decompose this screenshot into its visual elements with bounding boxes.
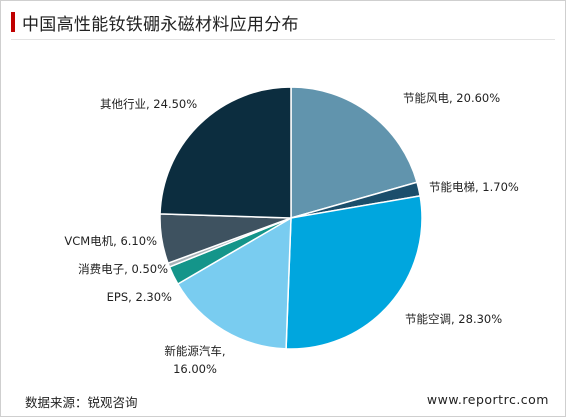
slice-label-3: 节能空调, 28.30% bbox=[405, 312, 502, 326]
pie-slice-4 bbox=[177, 217, 292, 350]
title-accent-bar bbox=[11, 12, 15, 32]
website-watermark: www.reportrc.com bbox=[426, 392, 549, 407]
slice-label-5: EPS, 2.30% bbox=[107, 290, 172, 304]
pie-labels: 节能风电, 20.60% 节能电梯, 1.70% 节能空调, 28.30% 新能源汽车… bbox=[64, 91, 519, 376]
pie-slice-3 bbox=[285, 195, 423, 350]
slice-label-8: 其他行业, 24.50% bbox=[100, 97, 197, 111]
pie-slices bbox=[159, 86, 423, 350]
source-note: 数据来源：锐观咨询 bbox=[25, 395, 138, 410]
slice-label-6: 消费电子, 0.50% bbox=[78, 262, 168, 276]
title-block: 中国高性能钕铁硼永磁材料应用分布 bbox=[11, 9, 299, 35]
pie-slice-1 bbox=[290, 86, 418, 219]
slice-label-2: 节能电梯, 1.70% bbox=[429, 180, 519, 194]
slice-label-4: 新能源汽车, 16.00% bbox=[164, 344, 225, 376]
title-divider bbox=[11, 39, 555, 40]
pie-slice-8 bbox=[159, 86, 292, 219]
chart-title: 中国高性能钕铁硼永磁材料应用分布 bbox=[22, 14, 299, 35]
slice-label-7: VCM电机, 6.10% bbox=[64, 234, 157, 248]
slice-label-1: 节能风电, 20.60% bbox=[403, 91, 500, 105]
